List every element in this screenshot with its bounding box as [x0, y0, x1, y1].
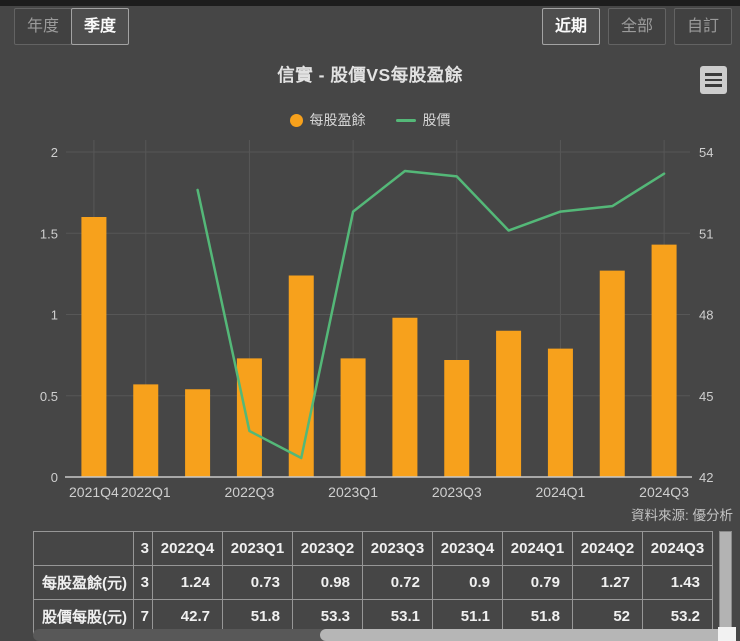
- horizontal-scrollbar-track[interactable]: [33, 629, 725, 641]
- eps-bar[interactable]: [81, 217, 107, 477]
- table-col-header: 2023Q3: [362, 531, 433, 566]
- table-cell: 42.7: [152, 599, 223, 634]
- horizontal-scrollbar-thumb[interactable]: [320, 629, 724, 641]
- table-cell: 1.27: [572, 565, 643, 600]
- range-all[interactable]: 全部: [607, 8, 666, 45]
- table-cell: 0.79: [502, 565, 573, 600]
- right-axis-tick-label: 54: [699, 145, 713, 160]
- right-axis-tick-label: 48: [699, 308, 713, 323]
- legend-line-marker: [395, 118, 416, 122]
- chart-title: 信實 - 股價VS每股盈餘: [277, 65, 463, 85]
- legend-label: 股價: [422, 112, 451, 128]
- table-clipped-cell: 3: [133, 565, 153, 600]
- range-custom[interactable]: 自訂: [673, 8, 732, 45]
- hamburger-bar: [705, 73, 722, 76]
- range-toggle-group: 近期 全部 自訂: [541, 8, 732, 45]
- eps-bar[interactable]: [236, 358, 262, 477]
- table-cell: 0.98: [292, 565, 363, 600]
- left-axis-tick-label: 1: [51, 308, 58, 323]
- hamburger-bar: [705, 84, 722, 87]
- legend-item-eps[interactable]: 每股盈餘: [289, 110, 366, 130]
- x-axis-tick-label: 2022Q3: [225, 484, 275, 500]
- table-col-header: 2023Q1: [222, 531, 293, 566]
- table-header-row: 3 2022Q4 2023Q1 2023Q2 2023Q3 2023Q4 2024Q1 202…: [33, 531, 713, 566]
- table-col-header: 2023Q4: [432, 531, 503, 566]
- scrollbar-corner: [718, 627, 736, 641]
- left-axis-tick-label: 0.5: [40, 389, 58, 404]
- eps-bar[interactable]: [185, 389, 211, 477]
- table-cell: 1.24: [152, 565, 223, 600]
- source-note: 資料來源: 優分析: [630, 508, 733, 523]
- right-axis-tick-label: 51: [699, 226, 713, 241]
- top-border: [0, 0, 740, 6]
- eps-bar[interactable]: [651, 244, 677, 477]
- combo-chart: 0 42 0.5 45 1 48 1.5 51 2 54 2021Q4 2022Q1 2022Q3 202…: [40, 140, 713, 500]
- table-clipped-cell: 7: [133, 599, 153, 634]
- x-axis-tick-label: 2024Q3: [639, 484, 689, 500]
- eps-bar[interactable]: [599, 270, 625, 477]
- table-col-header: 2023Q2: [292, 531, 363, 566]
- table-cell: 51.1: [432, 599, 503, 634]
- left-axis-tick-label: 2: [51, 145, 58, 160]
- table-corner-cell: [33, 531, 134, 566]
- x-axis-tick-label: 2024Q1: [536, 484, 586, 500]
- period-toggle-group: 年度 季度: [14, 8, 130, 45]
- eps-bar[interactable]: [392, 317, 418, 477]
- table-cell: 52: [572, 599, 643, 634]
- vertical-scrollbar-thumb[interactable]: [719, 531, 732, 628]
- eps-bar[interactable]: [288, 275, 314, 478]
- eps-bar[interactable]: [133, 384, 159, 477]
- chart-legend: 每股盈餘 股價: [0, 110, 740, 130]
- left-axis-tick-label: 0: [51, 470, 58, 485]
- eps-bar[interactable]: [444, 360, 470, 477]
- table-clipped-col-header: 3: [133, 531, 153, 566]
- tab-quarterly[interactable]: 季度: [71, 8, 130, 45]
- legend-circle-marker: [289, 113, 303, 127]
- table-row: 每股盈餘(元) 3 1.24 0.73 0.98 0.72 0.9 0.79 1.27 1.43: [33, 565, 713, 600]
- x-axis-tick-label: 2023Q1: [328, 484, 378, 500]
- x-axis-tick-label: 2023Q3: [432, 484, 482, 500]
- hamburger-icon[interactable]: [700, 66, 727, 94]
- table-col-header: 2024Q1: [502, 531, 573, 566]
- table-cell: 0.72: [362, 565, 433, 600]
- range-recent[interactable]: 近期: [541, 8, 600, 45]
- legend-item-price[interactable]: 股價: [395, 110, 451, 130]
- table-cell: 53.1: [362, 599, 433, 634]
- eps-bar[interactable]: [547, 348, 573, 477]
- hamburger-bar: [705, 78, 722, 82]
- left-axis-tick-label: 1.5: [40, 226, 58, 241]
- table-cell: 0.9: [432, 565, 503, 600]
- eps-bar[interactable]: [496, 330, 522, 477]
- table-col-header: 2024Q3: [642, 531, 713, 566]
- price-line[interactable]: [196, 169, 666, 460]
- eps-bar[interactable]: [340, 358, 366, 477]
- x-axis-tick-label: 2022Q1: [121, 484, 171, 500]
- table-cell: 53.3: [292, 599, 363, 634]
- right-axis-tick-label: 42: [699, 470, 713, 485]
- table-row-header: 每股盈餘(元): [33, 565, 134, 600]
- tab-yearly[interactable]: 年度: [14, 8, 73, 45]
- table-row: 股價每股(元) 7 42.7 51.8 53.3 53.1 51.1 51.8 52 53.2: [33, 599, 713, 634]
- table-cell: 1.43: [642, 565, 713, 600]
- table-col-header: 2024Q2: [572, 531, 643, 566]
- table-cell: 0.73: [222, 565, 293, 600]
- x-axis-tick-label: 2021Q4: [69, 484, 119, 500]
- table-col-header: 2022Q4: [152, 531, 223, 566]
- legend-label: 每股盈餘: [309, 112, 366, 128]
- right-axis-tick-label: 45: [699, 389, 713, 404]
- quarterly-data-table: 3 2022Q4 2023Q1 2023Q2 2023Q3 2023Q4 2024Q1 202…: [33, 531, 713, 634]
